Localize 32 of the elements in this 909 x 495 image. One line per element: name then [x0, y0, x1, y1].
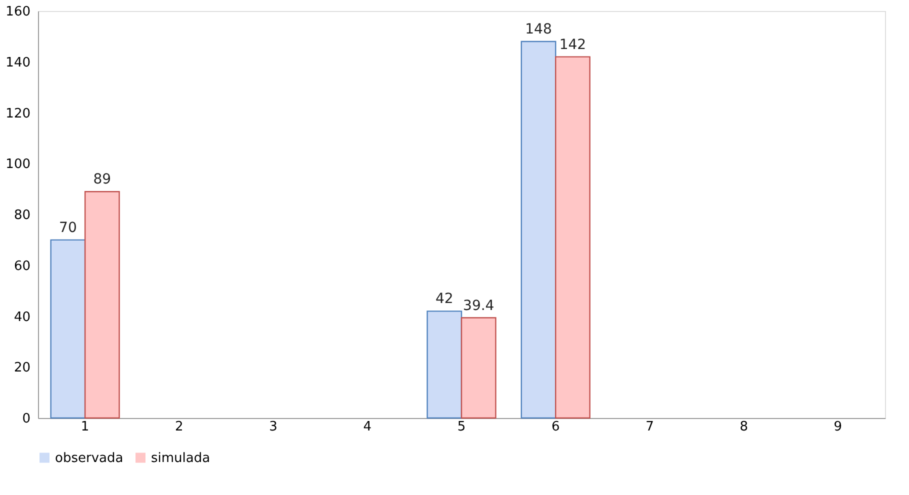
data-label: 39.4 [463, 298, 494, 314]
y-tick-label: 80 [14, 208, 30, 223]
y-tick-label: 40 [14, 310, 30, 325]
bar [555, 56, 590, 419]
data-label: 148 [525, 22, 552, 38]
y-tick-label: 140 [6, 55, 30, 70]
x-tick-label: 8 [740, 420, 748, 434]
bar [50, 239, 86, 419]
x-tick-label: 3 [269, 420, 278, 434]
x-tick-label: 9 [834, 420, 842, 434]
y-tick-label: 60 [14, 258, 30, 274]
bar [460, 317, 496, 419]
x-tick-label: 6 [551, 420, 560, 434]
data-label: 89 [93, 172, 112, 188]
legend-label: observada [55, 450, 124, 466]
data-label: 42 [435, 291, 454, 308]
x-tick-label: 4 [363, 420, 372, 434]
x-tick-label: 7 [646, 420, 654, 434]
data-label: 70 [59, 220, 77, 236]
y-tick-label: 0 [22, 412, 30, 426]
y-tick-label: 120 [6, 106, 30, 122]
x-tick-label: 5 [457, 420, 466, 434]
data-label: 142 [559, 36, 586, 53]
y-tick-label: 160 [6, 4, 30, 20]
x-tick-label: 2 [175, 420, 184, 434]
y-tick-label: 100 [6, 157, 30, 172]
legend-label: simulada [151, 450, 210, 466]
bar [84, 191, 120, 419]
x-tick-label: 1 [80, 420, 90, 434]
bar [520, 40, 556, 419]
y-tick-label: 20 [14, 360, 30, 376]
bar [426, 310, 462, 419]
